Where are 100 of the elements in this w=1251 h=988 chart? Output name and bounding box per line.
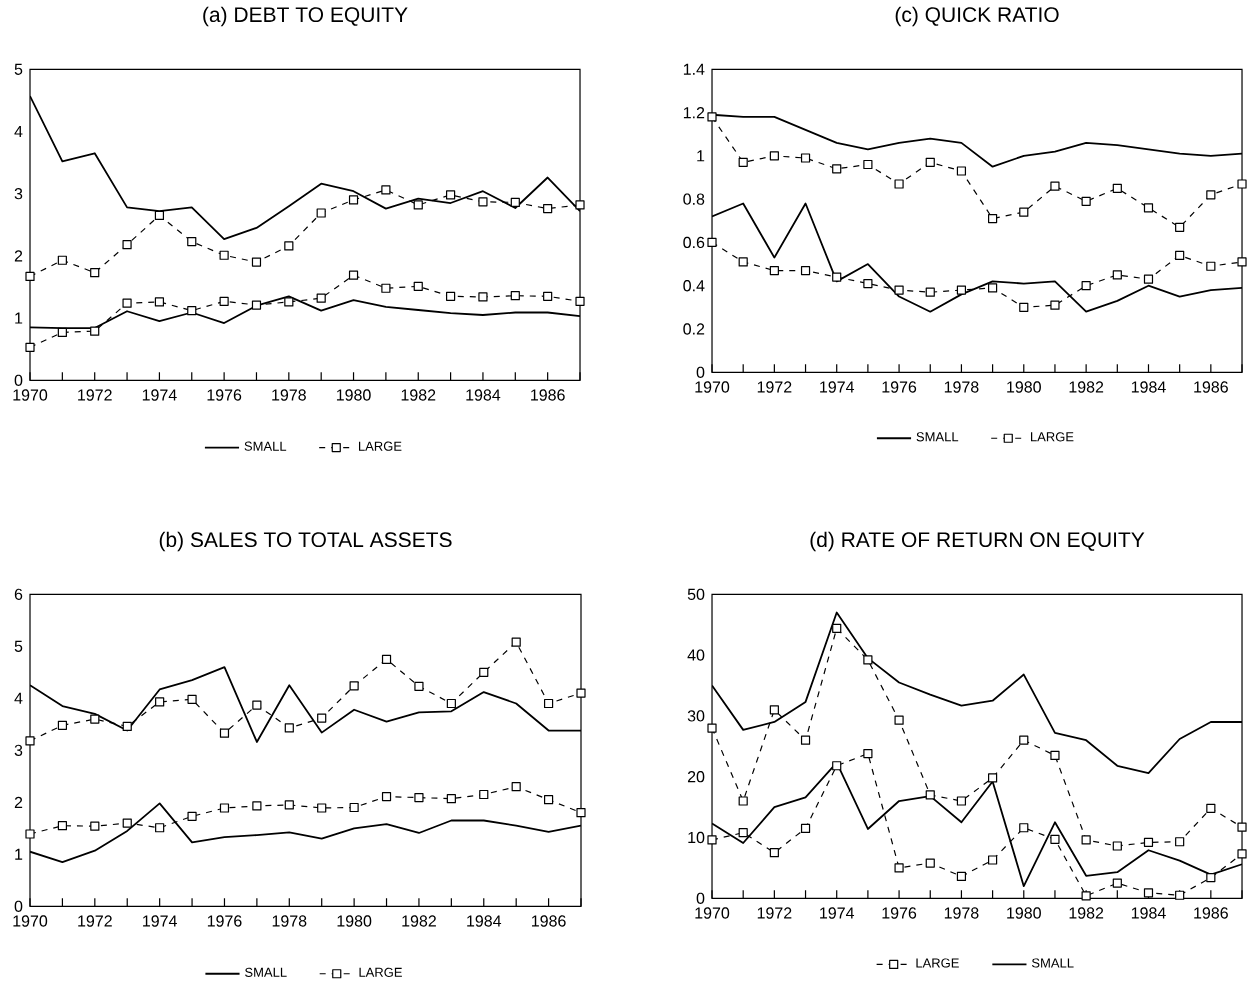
point: [738, 828, 748, 838]
point: [707, 835, 717, 845]
point: [446, 190, 456, 200]
point: [956, 871, 967, 882]
y-tick-label: 0: [696, 892, 705, 905]
point: [543, 795, 554, 805]
chart-title: (a) DEBT TO EQUITY: [203, 6, 408, 27]
chart-title: (d) RATE OF RETURN ON EQUITY: [810, 531, 1145, 552]
point: [349, 681, 359, 691]
x-tick-label: 1976: [207, 915, 242, 927]
point: [738, 257, 748, 267]
point: [1175, 837, 1185, 847]
x-tick-label: 1972: [78, 915, 112, 927]
point: [251, 257, 262, 267]
point: [1143, 888, 1154, 898]
point: [988, 773, 998, 783]
x-tick-label: 1986: [531, 389, 565, 401]
x-tick-label: 1980: [1007, 907, 1041, 919]
point: [1081, 281, 1091, 291]
x-tick-label: 1984: [466, 389, 501, 401]
point: [511, 782, 521, 792]
point: [769, 848, 779, 858]
point: [1112, 183, 1122, 194]
y-tick-label: 0: [14, 374, 23, 387]
point: [413, 200, 423, 210]
point: [511, 637, 521, 647]
x-tick-label: 1972: [757, 381, 792, 393]
point: [738, 796, 748, 806]
point: [575, 296, 585, 306]
point: [122, 240, 132, 250]
point: [1019, 735, 1029, 745]
point: [90, 821, 100, 831]
x-tick-label: 1978: [944, 381, 979, 393]
point: [800, 153, 811, 163]
x-tick-label: 1970: [695, 381, 730, 393]
y-tick-label: 6: [14, 588, 23, 601]
point: [894, 179, 904, 189]
point: [251, 300, 262, 310]
point: [122, 818, 132, 828]
point: [1112, 878, 1122, 888]
point: [988, 283, 998, 293]
y-tick-label: 1: [15, 848, 23, 860]
point: [348, 195, 359, 205]
point: [25, 271, 35, 282]
point: [1206, 803, 1216, 814]
legend-label: SMALL: [244, 441, 287, 451]
point: [284, 723, 294, 733]
point: [576, 808, 586, 818]
point: [317, 803, 327, 813]
point: [1237, 179, 1247, 189]
point: [348, 270, 359, 280]
x-tick-label: 1980: [336, 389, 371, 401]
y-tick-label: 0: [696, 366, 705, 379]
point: [769, 705, 779, 715]
point: [863, 749, 873, 759]
point: [284, 800, 294, 810]
x-tick-label: 1984: [1131, 907, 1166, 919]
x-tick-label: 1976: [207, 389, 242, 401]
point: [1050, 834, 1060, 845]
y-tick-label: 40: [687, 649, 705, 661]
point: [154, 297, 165, 307]
point: [284, 297, 294, 307]
point: [155, 697, 165, 707]
point: [832, 623, 842, 634]
point: [575, 200, 585, 210]
y-tick-label: 3: [14, 744, 23, 757]
x-tick-label: 1974: [142, 389, 177, 401]
x-tick-label: 1982: [402, 915, 436, 927]
y-tick-label: 30: [687, 710, 705, 722]
y-tick-label: 50: [687, 588, 705, 601]
point: [219, 296, 229, 306]
point: [414, 681, 424, 692]
point: [1175, 222, 1185, 232]
point: [1019, 207, 1029, 217]
point: [349, 802, 359, 813]
point: [316, 293, 326, 303]
x-tick-label: 1984: [1131, 381, 1166, 393]
point: [479, 789, 489, 800]
y-tick-label: 0.6: [683, 236, 705, 249]
legend-label: LARGE: [359, 967, 402, 978]
y-tick-label: 20: [687, 771, 705, 783]
point: [769, 151, 779, 161]
point: [1081, 891, 1091, 901]
point: [956, 796, 967, 806]
point: [219, 803, 230, 813]
point: [25, 829, 35, 839]
point: [832, 761, 842, 771]
legend-label: LARGE: [1031, 432, 1074, 442]
point: [1050, 750, 1060, 761]
x-tick-label: 1982: [1069, 907, 1104, 919]
point: [1206, 261, 1216, 271]
x-tick-label: 1974: [820, 907, 855, 919]
point: [738, 157, 748, 168]
y-tick-label: 2: [14, 796, 23, 808]
y-tick-label: 10: [688, 831, 705, 844]
point: [90, 268, 100, 278]
point: [317, 713, 327, 723]
x-tick-label: 1978: [272, 389, 306, 401]
point: [863, 279, 873, 289]
point: [863, 160, 873, 170]
